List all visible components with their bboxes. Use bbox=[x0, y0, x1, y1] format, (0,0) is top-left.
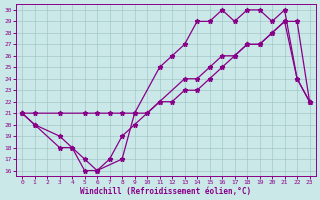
X-axis label: Windchill (Refroidissement éolien,°C): Windchill (Refroidissement éolien,°C) bbox=[80, 187, 252, 196]
